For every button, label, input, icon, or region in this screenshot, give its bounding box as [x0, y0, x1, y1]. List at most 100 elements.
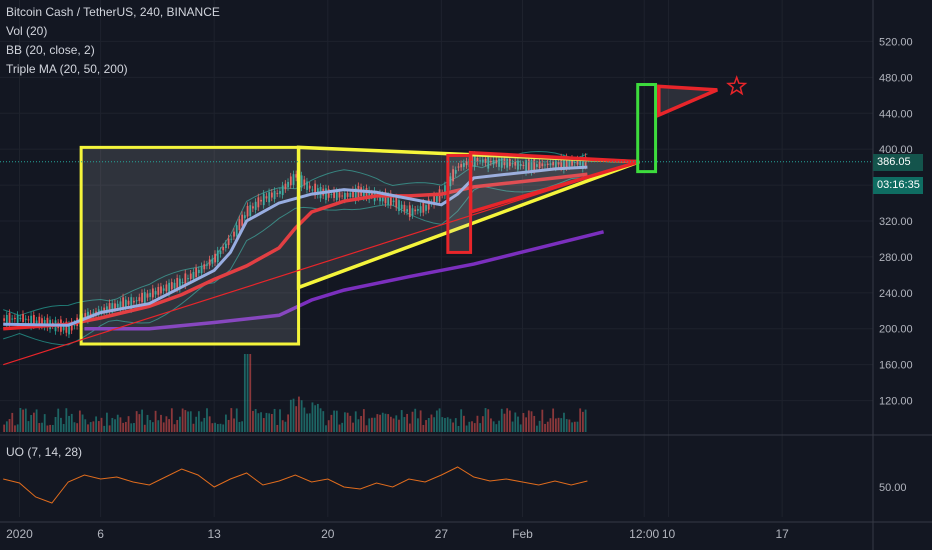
candle-body — [19, 317, 22, 319]
oscillator-tick-label: 50.00 — [879, 482, 907, 494]
candle-body — [362, 189, 365, 198]
volume-bar — [103, 425, 106, 432]
volume-bar — [503, 413, 506, 432]
symbol-title[interactable]: Bitcoin Cash / TetherUS, 240, BINANCE — [6, 5, 220, 19]
x-tick-label: 17 — [775, 527, 789, 541]
ma-20-line — [3, 165, 588, 327]
candle-body — [289, 176, 292, 186]
volume-bar — [238, 421, 241, 432]
volume-bar — [319, 408, 322, 432]
candle-body — [249, 205, 252, 216]
candle-body — [184, 273, 187, 286]
y-tick-label: 320.00 — [879, 216, 913, 228]
ma-200-line — [84, 230, 605, 331]
candle-body — [68, 324, 70, 335]
volume-bar — [495, 424, 498, 432]
candle-body — [284, 183, 287, 190]
volume-bar — [295, 406, 298, 432]
volume-bar — [427, 418, 430, 432]
candle-body — [149, 292, 152, 297]
candle-body — [206, 264, 208, 266]
candle-body — [151, 288, 154, 298]
candle-body — [114, 303, 116, 309]
volume-bar — [522, 412, 525, 432]
candle-body — [203, 264, 206, 270]
volume-bar — [252, 410, 254, 432]
volume-bar — [65, 408, 68, 432]
candle-body — [354, 188, 357, 201]
volume-bar — [135, 411, 138, 432]
volume-bar — [576, 421, 579, 432]
candle-body — [127, 300, 130, 305]
volume-bar — [433, 417, 436, 432]
candle-body — [219, 250, 222, 255]
indicator-bb[interactable]: BB (20, close, 2) — [6, 43, 95, 57]
candle-body — [554, 160, 557, 168]
volume-bar — [3, 424, 6, 432]
volume-bar — [563, 412, 565, 432]
candle-body — [444, 185, 446, 196]
candle-body — [452, 169, 454, 182]
candle-body — [395, 197, 398, 208]
candle-body — [500, 158, 503, 168]
candle-body — [544, 164, 546, 166]
volume-bar — [444, 417, 446, 432]
candle-body — [508, 158, 511, 167]
volume-bar — [530, 411, 533, 432]
volume-bar — [425, 420, 427, 432]
candle-body — [211, 258, 214, 264]
candle-body — [303, 179, 306, 186]
volume-bar — [322, 411, 325, 432]
volume-bar — [168, 419, 171, 432]
candle-body — [435, 196, 438, 202]
volume-bar — [289, 399, 292, 432]
candle-body — [563, 157, 565, 170]
candle-body — [227, 238, 230, 246]
volume-bar — [368, 418, 371, 432]
volume-bar — [119, 417, 122, 432]
candle-body — [481, 159, 484, 163]
candle-body — [24, 318, 27, 320]
volume-bar — [414, 408, 417, 432]
candle-body — [95, 311, 97, 314]
candle-body — [330, 194, 333, 196]
volume-bar — [457, 425, 460, 432]
volume-bar — [273, 408, 276, 432]
volume-bar — [487, 409, 490, 432]
candle-body — [565, 157, 568, 168]
candle-body — [195, 267, 198, 278]
volume-bar — [143, 424, 146, 432]
oscillator-label[interactable]: UO (7, 14, 28) — [6, 445, 83, 459]
candle-body — [162, 288, 165, 291]
volume-bar — [243, 354, 246, 432]
candle-body — [422, 202, 425, 213]
candle-body — [527, 159, 530, 171]
indicator-triple-ma[interactable]: Triple MA (20, 50, 200) — [6, 62, 128, 76]
volume-bar — [506, 408, 509, 432]
x-tick-label: 6 — [97, 527, 104, 541]
volume-bar — [549, 418, 552, 432]
volume-bar — [287, 414, 290, 432]
volume-bar — [452, 422, 454, 432]
volume-bar — [316, 403, 319, 432]
candle-body — [165, 284, 168, 292]
volume-bar — [11, 412, 14, 432]
volume-bar — [162, 422, 165, 432]
candle-body — [454, 170, 457, 174]
candle-body — [476, 157, 479, 162]
indicator-vol[interactable]: Vol (20) — [6, 24, 48, 38]
y-tick-label: 400.00 — [879, 144, 913, 156]
volume-bar — [584, 409, 587, 432]
yellow-rectangle — [79, 145, 301, 346]
candle-body — [14, 317, 16, 320]
candle-body — [214, 253, 216, 263]
volume-bar — [514, 412, 517, 432]
candle-body — [522, 164, 525, 166]
volume-bar — [344, 412, 346, 432]
candle-body — [427, 199, 430, 210]
candle-body — [433, 195, 436, 206]
candle-body — [238, 219, 241, 231]
candle-body — [279, 191, 281, 194]
volume-bar — [203, 417, 206, 432]
